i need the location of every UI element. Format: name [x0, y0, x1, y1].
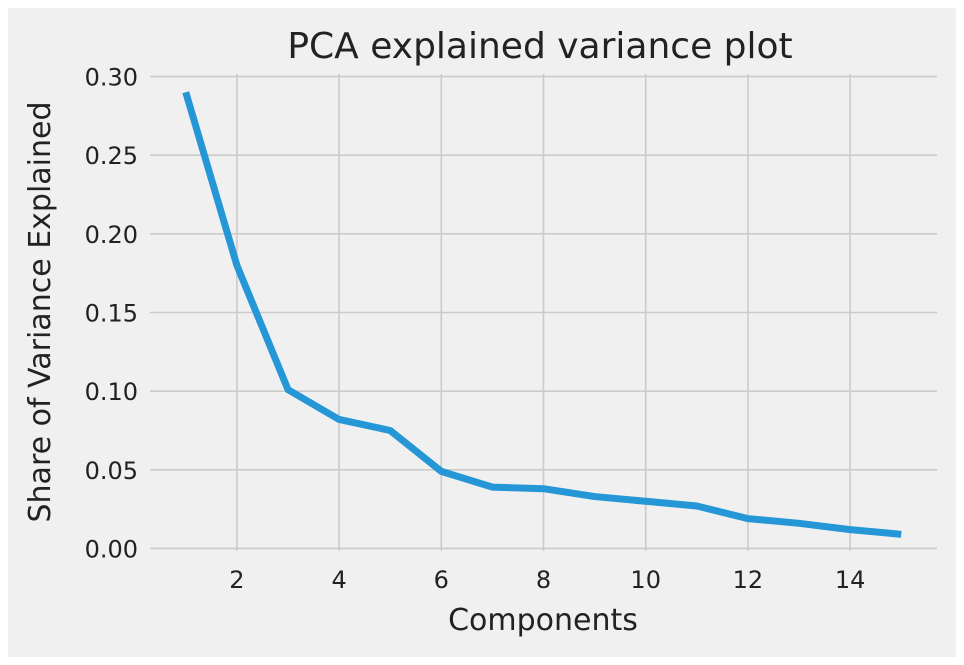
x-axis-label: Components — [448, 603, 638, 638]
x-tick-label: 12 — [733, 566, 764, 594]
chart-title: PCA explained variance plot — [287, 26, 792, 67]
grid-lines — [150, 74, 937, 551]
y-tick-label: 0.05 — [85, 457, 138, 485]
y-tick-labels: 0.00 0.05 0.10 0.15 0.20 0.25 0.30 — [85, 64, 138, 564]
x-tick-label: 14 — [835, 566, 866, 594]
y-tick-label: 0.25 — [85, 142, 138, 170]
series-layer — [182, 91, 902, 538]
x-tick-label: 4 — [331, 566, 346, 594]
y-tick-label: 0.15 — [85, 300, 138, 328]
figure-background — [8, 8, 956, 657]
series-line-0 — [182, 91, 902, 538]
y-tick-label: 0.20 — [85, 221, 138, 249]
y-tick-label: 0.00 — [85, 535, 138, 563]
x-tick-label: 10 — [630, 566, 661, 594]
x-tick-label: 8 — [536, 566, 551, 594]
y-axis-label: Share of Variance Explained — [23, 101, 58, 522]
y-tick-label: 0.30 — [85, 64, 138, 92]
y-tick-label: 0.10 — [85, 378, 138, 406]
x-tick-label: 6 — [434, 566, 449, 594]
x-tick-label: 2 — [229, 566, 244, 594]
x-tick-labels: 2 4 6 8 10 12 14 — [229, 566, 865, 594]
